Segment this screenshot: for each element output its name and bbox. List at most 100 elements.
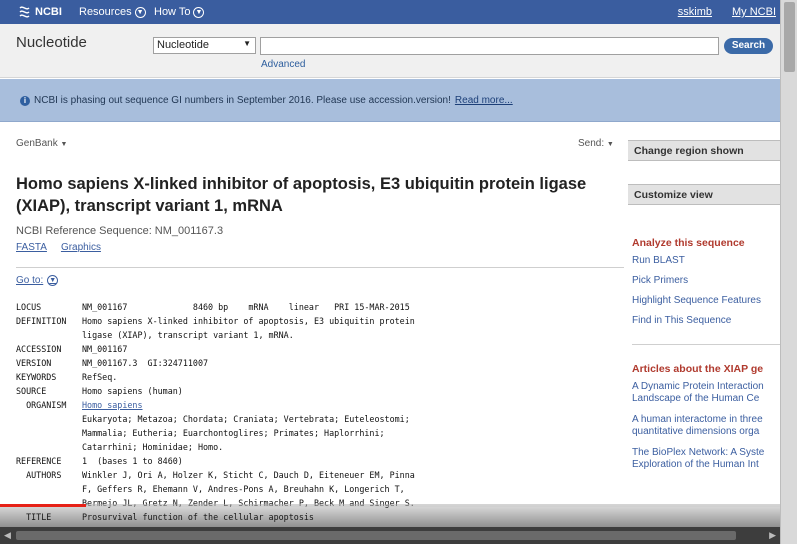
flatfile-key: REFERENCE xyxy=(16,456,62,466)
fasta-link[interactable]: FASTA xyxy=(16,242,47,253)
database-select[interactable]: Nucleotide ▼ xyxy=(153,37,256,54)
scroll-left-icon[interactable]: ◀ xyxy=(4,530,11,540)
ncbi-logo[interactable]: NCBI xyxy=(18,5,62,18)
database-select-value: Nucleotide xyxy=(157,39,209,51)
flatfile-value: ligase (XIAP), transcript variant 1, mRN… xyxy=(82,330,294,340)
flatfile-value: Mammalia; Eutheria; Euarchontoglires; Pr… xyxy=(82,428,385,438)
resources-menu[interactable]: Resources ▼ xyxy=(79,6,146,18)
graphics-link[interactable]: Graphics xyxy=(60,242,101,253)
scroll-right-icon[interactable]: ▶ xyxy=(769,530,776,540)
flatfile-value: NM_001167 8460 bp mRNA linear PRI 15-MAR… xyxy=(82,302,410,312)
organism-link[interactable]: Homo sapiens xyxy=(82,400,143,410)
flatfile-key: ACCESSION xyxy=(16,344,62,354)
pick-primers-link[interactable]: Pick Primers xyxy=(632,275,689,286)
flatfile-key xyxy=(16,426,82,440)
sidebar-divider xyxy=(632,344,780,345)
flatfile-key: KEYWORDS xyxy=(16,372,57,382)
video-progress-played xyxy=(0,504,86,507)
browser-viewport: NCBI Resources ▼ How To ▼ sskimb My NCBI… xyxy=(0,0,780,544)
flatfile-key: VERSION xyxy=(16,358,52,368)
customize-view-panel-header[interactable]: Customize view xyxy=(628,184,780,205)
video-progress-bar[interactable] xyxy=(0,504,780,507)
record-title: Homo sapiens X-linked inhibitor of apopt… xyxy=(16,175,587,215)
articles-heading: Articles about the XIAP ge xyxy=(632,363,764,375)
analyze-heading: Analyze this sequence xyxy=(632,237,745,249)
article-line: A Dynamic Protein Interaction xyxy=(632,381,764,392)
chevron-down-icon: ▼ xyxy=(134,6,146,18)
username-link[interactable]: sskimb xyxy=(677,6,712,18)
chevron-down-icon: ▼ xyxy=(193,6,205,18)
article-line: A human interactome in three xyxy=(632,414,763,425)
article-link[interactable]: A human interactome in three quantitativ… xyxy=(632,414,780,438)
format-menu[interactable]: GenBank ▼ xyxy=(16,138,67,149)
flatfile-key: SOURCE xyxy=(16,386,47,396)
flatfile-row: LOCUS NM_001167 8460 bp mRNA linear PRI 1… xyxy=(16,300,626,314)
find-in-sequence-link[interactable]: Find in This Sequence xyxy=(632,315,732,326)
format-links: FASTA Graphics xyxy=(16,242,101,253)
flatfile-value: 1 (bases 1 to 8460) xyxy=(82,456,183,466)
read-more-link[interactable]: Read more... xyxy=(454,95,513,106)
flatfile-row: ORGANISM Homo sapiens xyxy=(16,398,626,412)
genbank-flatfile: LOCUS NM_001167 8460 bp mRNA linear PRI 1… xyxy=(16,300,626,524)
caret-down-icon: ▼ xyxy=(60,141,68,148)
flatfile-value: Winkler J, Ori A, Holzer K, Sticht C, Da… xyxy=(82,470,415,480)
search-input[interactable] xyxy=(260,37,719,55)
highlight-features-link[interactable]: Highlight Sequence Features xyxy=(632,295,761,306)
horizontal-scroll-thumb[interactable] xyxy=(16,531,736,540)
flatfile-value: Bermejo JL, Gretz N, Zender L, Schirmach… xyxy=(82,498,415,508)
flatfile-row: ACCESSION NM_001167 xyxy=(16,342,626,356)
article-link[interactable]: The BioPlex Network: A Syste Exploration… xyxy=(632,447,780,471)
how-to-label: How To xyxy=(154,6,191,18)
send-menu[interactable]: Send: ▼ xyxy=(578,138,614,149)
caret-down-icon: ▼ xyxy=(606,141,614,148)
flatfile-value: Eukaryota; Metazoa; Chordata; Craniata; … xyxy=(82,414,410,424)
article-line: Exploration of the Human Int xyxy=(632,459,759,470)
goto-menu[interactable]: Go to: ▼ xyxy=(16,275,59,286)
change-region-panel-header[interactable]: Change region shown xyxy=(628,140,780,161)
flatfile-value: NM_001167 xyxy=(82,344,128,354)
ncbi-top-bar: NCBI Resources ▼ How To ▼ sskimb My NCBI xyxy=(0,0,780,24)
ncbi-logo-icon xyxy=(19,6,30,18)
vertical-scroll-thumb[interactable] xyxy=(784,2,795,72)
flatfile-key: LOCUS xyxy=(16,302,42,312)
my-ncbi-link[interactable]: My NCBI xyxy=(732,6,776,18)
advanced-search-link[interactable]: Advanced xyxy=(261,59,306,70)
flatfile-row: F, Geffers R, Ehemann V, Andres-Pons A, … xyxy=(16,482,626,496)
flatfile-key xyxy=(16,482,82,496)
horizontal-scrollbar[interactable]: ◀ ▶ xyxy=(0,527,780,544)
run-blast-link[interactable]: Run BLAST xyxy=(632,255,685,266)
info-icon: i xyxy=(20,95,30,106)
gi-phaseout-banner: i NCBI is phasing out sequence GI number… xyxy=(0,79,780,122)
search-button[interactable]: Search xyxy=(724,38,773,54)
how-to-menu[interactable]: How To ▼ xyxy=(154,6,205,18)
flatfile-row: DEFINITION Homo sapiens X-linked inhibito… xyxy=(16,314,626,328)
refseq-identifier: NCBI Reference Sequence: NM_001167.3 xyxy=(16,225,224,237)
flatfile-key xyxy=(16,412,82,426)
divider xyxy=(16,267,624,268)
goto-label: Go to: xyxy=(16,275,44,286)
flatfile-row: VERSION NM_001167.3 GI:324711007 xyxy=(16,356,626,370)
articles-section: Articles about the XIAP ge A Dynamic Pro… xyxy=(632,363,780,480)
vertical-scrollbar[interactable] xyxy=(780,0,797,544)
flatfile-key: ORGANISM xyxy=(16,400,67,410)
flatfile-key xyxy=(16,440,82,454)
search-header: Nucleotide Nucleotide ▼ Search Advanced xyxy=(0,24,780,78)
database-name: Nucleotide xyxy=(16,34,87,51)
flatfile-row: ligase (XIAP), transcript variant 1, mRN… xyxy=(16,328,626,342)
flatfile-value: RefSeq. xyxy=(82,372,118,382)
chevron-down-icon: ▼ xyxy=(47,275,59,286)
format-label: GenBank xyxy=(16,138,58,149)
flatfile-key xyxy=(16,328,82,342)
flatfile-key: AUTHORS xyxy=(16,470,62,480)
flatfile-value: F, Geffers R, Ehemann V, Andres-Pons A, … xyxy=(82,484,405,494)
flatfile-key: DEFINITION xyxy=(16,316,67,326)
flatfile-value: Homo sapiens X-linked inhibitor of apopt… xyxy=(82,316,415,326)
flatfile-row: AUTHORS Winkler J, Ori A, Holzer K, Stich… xyxy=(16,468,626,482)
resources-label: Resources xyxy=(79,6,132,18)
flatfile-row: Bermejo JL, Gretz N, Zender L, Schirmach… xyxy=(16,496,626,510)
article-link[interactable]: A Dynamic Protein Interaction Landscape … xyxy=(632,381,780,405)
dropdown-arrow-icon: ▼ xyxy=(243,39,251,48)
send-label: Send: xyxy=(578,138,605,149)
analyze-sequence-section: Analyze this sequence Run BLAST Pick Pri… xyxy=(632,237,780,335)
ncbi-logo-text: NCBI xyxy=(35,5,62,18)
